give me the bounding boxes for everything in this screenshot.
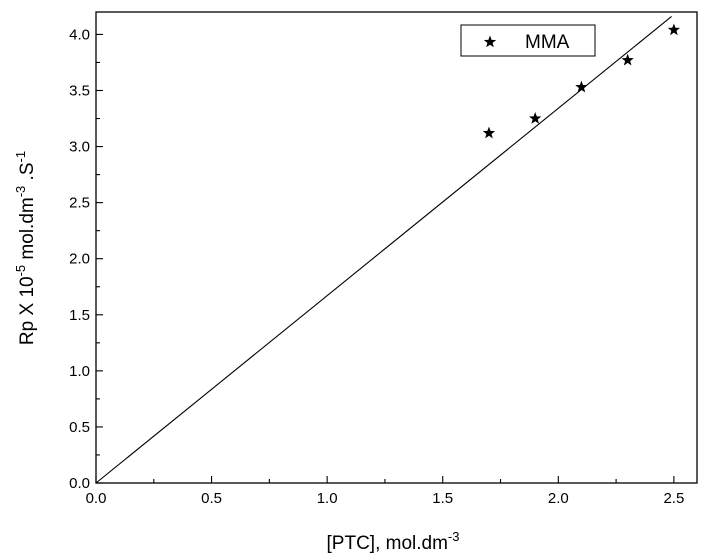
data-point-star bbox=[667, 23, 681, 36]
y-tick-label: 2.5 bbox=[69, 195, 90, 212]
y-tick-label: 0.0 bbox=[69, 475, 90, 492]
y-tick-label: 2.0 bbox=[69, 251, 90, 268]
x-tick-label: 2.0 bbox=[548, 490, 569, 507]
x-tick-label: 0.5 bbox=[201, 490, 222, 507]
y-tick-label: 0.5 bbox=[69, 419, 90, 436]
plot-area-group: 0.0 0.5 1.0 1.5 2.0 2.5 0.0 0.5 1.0 1.5 2.0 2.5 3.0 3… bbox=[69, 11, 698, 507]
x-tick-label: 1.0 bbox=[317, 490, 338, 507]
x-tick-label: 2.5 bbox=[663, 490, 684, 507]
x-axis-title: [PTC], mol.dm-3 bbox=[327, 529, 460, 554]
fit-line bbox=[95, 16, 672, 484]
y-tick-label: 1.5 bbox=[69, 307, 90, 324]
y-tick-label: 1.0 bbox=[69, 363, 90, 380]
star-icon bbox=[483, 35, 497, 48]
data-point-star bbox=[621, 53, 634, 66]
y-tick-label: 4.0 bbox=[69, 26, 90, 43]
data-point-star bbox=[482, 126, 496, 139]
y-tick-label: 3.5 bbox=[69, 83, 90, 100]
legend: MMA bbox=[460, 24, 596, 57]
data-point-star bbox=[575, 80, 588, 93]
plot-frame bbox=[95, 11, 698, 484]
y-axis-title: Rp X 10-5 mol.dm-3 .S-1 bbox=[13, 151, 38, 345]
x-tick-label: 0.0 bbox=[86, 490, 107, 507]
x-tick-label: 1.5 bbox=[432, 490, 453, 507]
data-point-star bbox=[529, 112, 542, 124]
legend-marker-star-icon bbox=[483, 35, 497, 48]
y-tick-label: 3.0 bbox=[69, 139, 90, 156]
legend-label: MMA bbox=[525, 32, 570, 53]
legend-box bbox=[460, 24, 596, 57]
